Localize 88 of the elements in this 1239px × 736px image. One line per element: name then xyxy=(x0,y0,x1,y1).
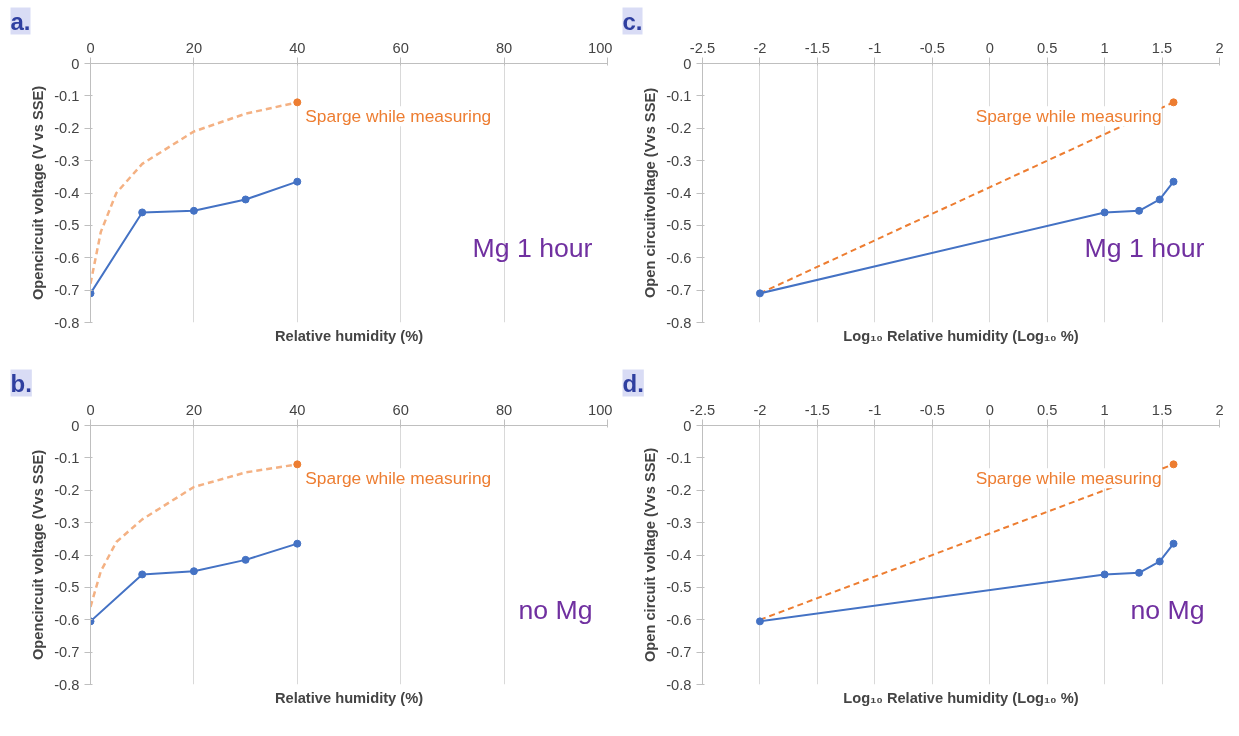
y-tick-label: -0.5 xyxy=(54,217,80,234)
x-tick-label: 1.5 xyxy=(1151,401,1173,418)
y-tick-label: -0.6 xyxy=(666,249,692,266)
x-tick-label: 20 xyxy=(185,401,203,418)
y-tick-label: -0.3 xyxy=(54,514,80,531)
annotation: Mg 1 hour xyxy=(472,232,593,263)
y-tick-label: -0.8 xyxy=(54,314,80,331)
x-tick-label: 80 xyxy=(495,401,513,418)
y-tick-label: -0.5 xyxy=(666,579,692,596)
y-tick-label: -0.4 xyxy=(54,547,80,563)
x-tick-label: -2.5 xyxy=(689,39,716,56)
series-label: Sparge while measuring xyxy=(305,468,492,489)
y-axis-title: Open circuitvoltage (Vvs SSE) xyxy=(642,87,659,299)
chart-title: d. xyxy=(622,369,644,397)
y-tick-label: -0.5 xyxy=(54,579,80,596)
y-tick-label: -0.1 xyxy=(666,449,692,466)
x-tick-label: 0 xyxy=(86,401,95,418)
x-tick-label: -1.5 xyxy=(804,39,831,56)
y-axis-title: Opencircuit voltage (Vvs SSE) xyxy=(30,449,47,661)
x-tick-label: 0 xyxy=(86,39,95,56)
y-axis-title: Opencircuit voltage (V vs SSE) xyxy=(30,85,47,301)
x-tick-label: 0.5 xyxy=(1036,39,1058,56)
y-tick-label: -0.8 xyxy=(54,676,80,693)
x-tick-label: -1.5 xyxy=(804,401,831,418)
annotation: Mg 1 hour xyxy=(1084,232,1205,263)
y-tick-label: -0.4 xyxy=(666,185,692,201)
y-tick-label: -0.4 xyxy=(666,547,692,563)
y-tick-label: -0.7 xyxy=(666,282,692,299)
y-tick-label: 0 xyxy=(683,55,692,72)
y-tick-label: -0.2 xyxy=(666,482,692,499)
x-axis-title: Log₁₀ Relative humidity (Log₁₀ %) xyxy=(843,689,1079,706)
x-tick-label: -0.5 xyxy=(919,401,945,418)
x-tick-label: 2 xyxy=(1215,401,1224,418)
y-tick-label: -0.1 xyxy=(54,449,80,466)
x-tick-label: -1 xyxy=(868,401,882,418)
x-tick-label: 100 xyxy=(588,39,613,56)
y-tick-label: -0.2 xyxy=(54,482,80,499)
x-tick-label: 60 xyxy=(392,39,409,56)
x-tick-label: -2 xyxy=(753,39,767,56)
series-label: Sparge while measuring xyxy=(305,106,492,127)
x-tick-label: 100 xyxy=(588,401,613,418)
x-tick-label: 20 xyxy=(185,39,203,56)
x-tick-label: 0.5 xyxy=(1036,401,1058,418)
x-tick-label: 40 xyxy=(289,401,306,418)
y-tick-label: -0.6 xyxy=(666,611,692,628)
x-axis-title: Relative humidity (%) xyxy=(274,689,424,706)
y-tick-label: -0.1 xyxy=(54,87,80,104)
y-tick-label: -0.7 xyxy=(666,644,692,661)
x-tick-label: 0 xyxy=(985,401,994,418)
x-tick-label: -2 xyxy=(753,401,767,418)
y-tick-label: -0.7 xyxy=(54,644,80,661)
y-tick-label: -0.3 xyxy=(666,152,692,169)
y-tick-label: 0 xyxy=(71,55,80,72)
y-tick-label: -0.3 xyxy=(54,152,80,169)
x-tick-label: 60 xyxy=(392,401,409,418)
y-tick-label: -0.6 xyxy=(54,249,80,266)
x-tick-label: 2 xyxy=(1215,39,1224,56)
y-tick-label: -0.8 xyxy=(666,676,692,693)
y-tick-label: -0.2 xyxy=(54,120,80,137)
x-axis-title: Log₁₀ Relative humidity (Log₁₀ %) xyxy=(843,327,1079,344)
x-tick-label: 0 xyxy=(985,39,994,56)
x-tick-label: 1.5 xyxy=(1151,39,1173,56)
annotation: no Mg xyxy=(1130,594,1205,625)
y-tick-label: -0.8 xyxy=(666,314,692,331)
chart-title: a. xyxy=(10,7,31,35)
x-tick-label: 80 xyxy=(495,39,513,56)
chart-title: b. xyxy=(10,369,32,397)
y-tick-label: -0.1 xyxy=(666,87,692,104)
series-label: Sparge while measuring xyxy=(975,106,1162,127)
x-tick-label: -1 xyxy=(868,39,882,56)
x-tick-label: 1 xyxy=(1100,401,1109,418)
chart-title: c. xyxy=(622,7,643,35)
y-tick-label: 0 xyxy=(683,417,692,434)
y-tick-label: -0.7 xyxy=(54,282,80,299)
x-tick-label: -0.5 xyxy=(919,39,945,56)
y-tick-label: -0.2 xyxy=(666,120,692,137)
x-axis-title: Relative humidity (%) xyxy=(274,327,424,344)
y-tick-label: -0.4 xyxy=(54,185,80,201)
y-tick-label: -0.3 xyxy=(666,514,692,531)
x-tick-label: -2.5 xyxy=(689,401,716,418)
y-axis-title: Open circuit voltage (Vvs SSE) xyxy=(642,447,659,663)
series-label: Sparge while measuring xyxy=(975,468,1162,489)
x-tick-label: 40 xyxy=(289,39,306,56)
x-tick-label: 1 xyxy=(1100,39,1109,56)
y-tick-label: 0 xyxy=(71,417,80,434)
y-tick-label: -0.5 xyxy=(666,217,692,234)
annotation: no Mg xyxy=(518,594,593,625)
y-tick-label: -0.6 xyxy=(54,611,80,628)
